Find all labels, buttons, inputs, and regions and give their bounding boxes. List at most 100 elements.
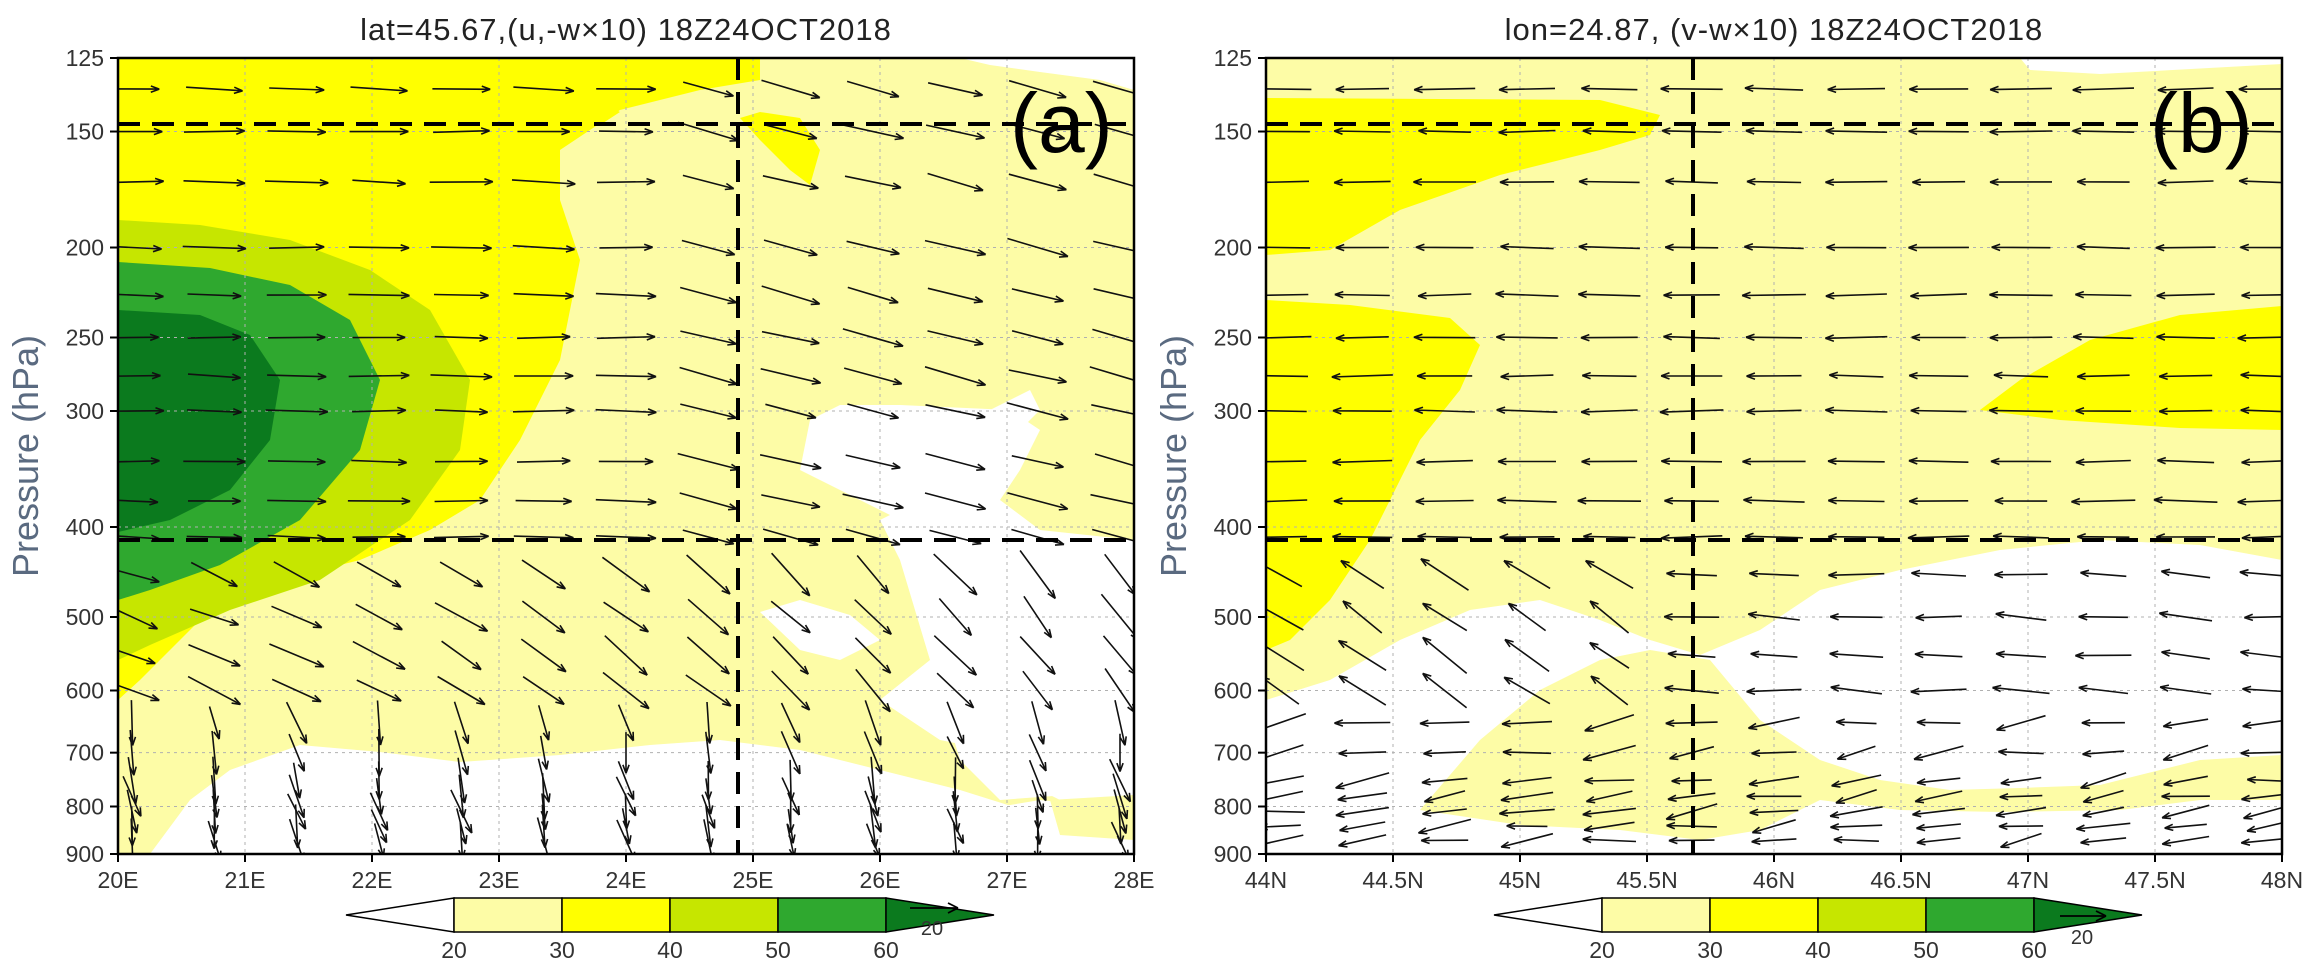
wind-vector: [1423, 749, 1466, 758]
wind-vector: [1827, 457, 1885, 466]
wind-vector: [1827, 85, 1886, 94]
wind-vector: [595, 408, 657, 416]
wind-vector: [439, 561, 484, 588]
wind-vector: [1912, 807, 1965, 818]
wind-vector: [441, 640, 482, 671]
wind-vector: [347, 497, 411, 505]
x-tick-label: 26E: [860, 867, 901, 893]
wind-vector: [1094, 123, 1134, 137]
wind-vector: [1019, 636, 1056, 676]
wind-vector: [2246, 822, 2282, 833]
colorbar-box: [1709, 897, 1819, 933]
wind-vector: [927, 330, 984, 346]
wind-vector: [1010, 123, 1066, 141]
wind-vector: [1266, 645, 1305, 672]
panel-b-x-axis: 44N 44.5N 45N 45.5N 46N 46.5N 47N 47.5N 48N: [1245, 854, 2303, 893]
wind-vector: [2078, 684, 2129, 695]
wind-vector: [1908, 457, 1969, 465]
wind-vector: [1908, 243, 1969, 252]
wind-vector: [432, 85, 491, 94]
wind-vector: [1266, 608, 1304, 631]
wind-vector: [187, 675, 242, 706]
wind-vector: [1747, 611, 1800, 621]
wind-vector: [1092, 328, 1134, 343]
wind-vector: [2161, 835, 2210, 847]
wind-vector: [1582, 835, 1637, 844]
wind-vector: [2076, 243, 2130, 251]
wind-vector: [1100, 593, 1134, 638]
wind-vector: [2080, 837, 2127, 846]
wind-vector: [765, 403, 817, 420]
colorbar-box: [453, 897, 563, 933]
wind-vector: [187, 333, 242, 341]
x-tick-label: 20E: [98, 867, 139, 893]
colorbar-label: 60: [2021, 937, 2047, 963]
wind-vector: [1495, 290, 1559, 298]
wind-vector: [595, 498, 657, 506]
wind-vector: [1908, 497, 1969, 505]
wind-vector: [267, 458, 326, 466]
panel-b-label: (b): [2150, 76, 2253, 170]
wind-vector: [617, 761, 635, 801]
wind-vector: [433, 127, 490, 135]
wind-vector: [1093, 240, 1134, 252]
wind-vector: [2163, 775, 2208, 787]
colorbar-label: 30: [1697, 937, 1723, 963]
wind-vector: [1419, 719, 1470, 728]
wind-vector: [1028, 734, 1047, 772]
wind-vector: [1093, 173, 1134, 187]
y-tick-label: 400: [66, 514, 104, 540]
wind-vector: [118, 406, 165, 415]
wind-vector: [2153, 496, 2218, 504]
wind-vector: [434, 496, 489, 505]
wind-vector: [268, 333, 326, 342]
wind-vector: [352, 406, 407, 415]
wind-vector: [1266, 409, 1307, 413]
wind-vector: [1578, 290, 1641, 299]
wind-vector: [2082, 749, 2125, 758]
wind-vector: [369, 792, 389, 831]
wind-vector: [118, 292, 164, 300]
wind-vector: [1830, 823, 1883, 831]
wind-vector: [1266, 790, 1304, 803]
wind-vector: [1910, 291, 1967, 300]
panel-a-colorbar: 20 30 40 50 60: [345, 897, 995, 963]
wind-vector: [349, 127, 409, 136]
wind-vector: [1011, 288, 1064, 303]
contour-30: [1266, 98, 1660, 255]
wind-vector: [1498, 128, 1556, 137]
wind-vector: [599, 243, 653, 252]
wind-vector: [2241, 793, 2282, 803]
wind-vector: [537, 705, 551, 741]
wind-vector: [288, 733, 306, 772]
wind-vector: [1008, 173, 1067, 192]
wind-vector: [1584, 714, 1635, 732]
y-tick-label: 800: [66, 794, 104, 820]
wind-vector: [1741, 291, 1806, 300]
wind-vector: [2239, 568, 2282, 577]
wind-vector: [1743, 496, 1805, 505]
wind-vector: [430, 372, 493, 381]
panel-a-label: (a): [1010, 76, 1113, 170]
wind-vector: [1499, 178, 1555, 186]
y-tick-label: 200: [66, 235, 104, 261]
wind-vector: [622, 732, 630, 774]
wind-vector: [516, 457, 571, 465]
wind-vector: [1415, 497, 1474, 506]
x-tick-label: 45N: [1499, 867, 1541, 893]
wind-vector: [842, 493, 904, 510]
wind-vector: [1503, 559, 1551, 590]
wind-vector: [1266, 180, 1310, 184]
wind-vector: [1828, 371, 1884, 380]
colorbar-box: [561, 897, 671, 933]
wind-vector: [1500, 832, 1554, 849]
wind-vector: [2081, 718, 2125, 727]
wind-vector: [356, 561, 402, 588]
wind-vector: [2244, 613, 2282, 622]
wind-vector: [1266, 88, 1312, 91]
wind-vector: [182, 244, 247, 253]
wind-vector: [122, 775, 142, 817]
wind-vector: [1989, 333, 2053, 342]
wind-vector: [1007, 237, 1069, 258]
wind-vector: [1993, 371, 2049, 380]
